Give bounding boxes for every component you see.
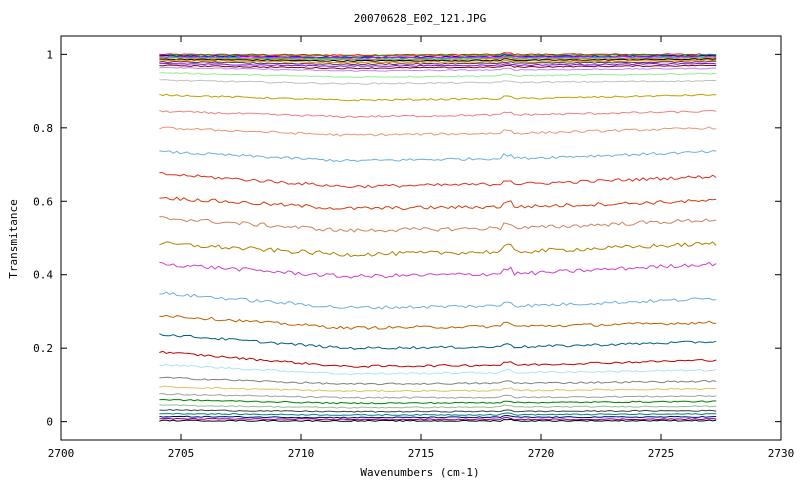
series-line-31 xyxy=(159,392,717,399)
series-line-14 xyxy=(159,79,717,85)
x-tick-label: 2725 xyxy=(648,447,675,460)
series-line-33 xyxy=(159,404,717,409)
series-line-10 xyxy=(159,62,717,67)
chart-title: 20070628_E02_121.JPG xyxy=(354,12,486,25)
series-line-27 xyxy=(159,350,717,368)
series-line-30 xyxy=(159,385,717,393)
series-line-6 xyxy=(159,57,717,61)
y-tick-label: 1 xyxy=(46,48,53,61)
y-tick-label: 0.2 xyxy=(33,342,53,355)
series-line-13 xyxy=(159,71,717,79)
series-line-2 xyxy=(159,53,717,58)
y-tick-label: 0.4 xyxy=(33,269,53,282)
series-line-12 xyxy=(159,66,717,72)
series-line-17 xyxy=(159,126,717,137)
y-axis-label: Transmitance xyxy=(7,199,20,278)
series-line-23 xyxy=(159,261,717,279)
x-tick-label: 2720 xyxy=(528,447,555,460)
series-line-19 xyxy=(159,172,717,189)
series-line-8 xyxy=(159,59,717,64)
series-line-29 xyxy=(159,376,717,386)
x-tick-label: 2705 xyxy=(168,447,195,460)
axis-layer: 2700 2705 2710 2715 2720 2725 2730 0 0.2 0.4 0.6 0.… xyxy=(33,36,794,460)
series-line-22 xyxy=(159,241,717,258)
series-line-38 xyxy=(159,418,717,422)
series-line-15 xyxy=(159,93,717,102)
series-line-18 xyxy=(159,150,717,163)
y-tick-label: 0.6 xyxy=(33,195,53,208)
series-line-26 xyxy=(159,333,717,350)
series-line-16 xyxy=(159,109,717,119)
series-line-20 xyxy=(159,196,717,211)
y-tick-label: 0.8 xyxy=(33,122,53,135)
series-line-21 xyxy=(159,216,717,233)
x-tick-label: 2700 xyxy=(48,447,75,460)
x-tick-label: 2715 xyxy=(408,447,435,460)
series-layer xyxy=(159,52,717,422)
series-line-32 xyxy=(159,398,717,405)
series-line-11 xyxy=(159,64,717,70)
series-line-34 xyxy=(159,408,717,413)
x-tick-label: 2730 xyxy=(768,447,795,460)
series-line-1 xyxy=(159,52,717,57)
series-line-4 xyxy=(159,55,717,59)
series-line-28 xyxy=(159,363,717,376)
y-tick-label: 0 xyxy=(46,416,53,429)
series-line-9 xyxy=(159,60,717,66)
series-line-37 xyxy=(159,416,717,421)
x-tick-label: 2710 xyxy=(288,447,315,460)
series-line-36 xyxy=(159,414,717,419)
series-line-25 xyxy=(159,314,717,330)
series-line-24 xyxy=(159,291,717,310)
series-line-35 xyxy=(159,412,717,417)
x-axis-label: Wavenumbers (cm-1) xyxy=(360,466,479,479)
